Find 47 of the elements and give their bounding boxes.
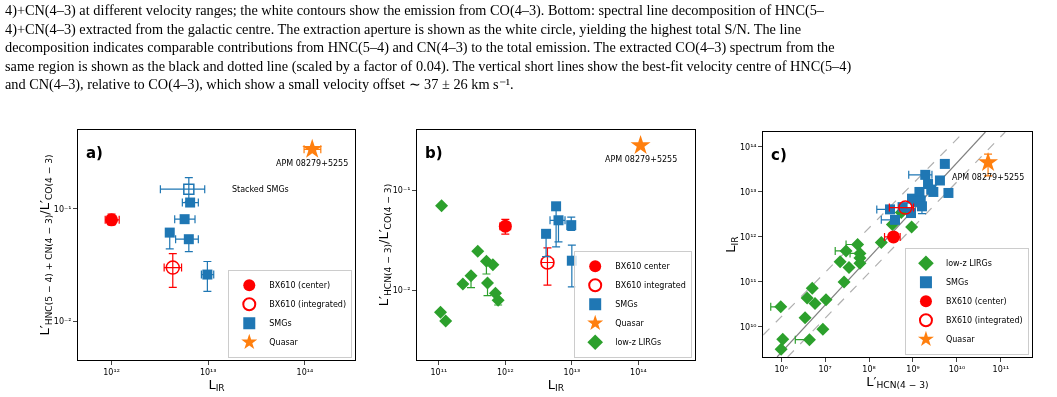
legend-label: Quasar bbox=[615, 319, 645, 329]
annotation: a) bbox=[86, 144, 103, 162]
legend-label: BX610 center bbox=[615, 262, 671, 272]
x-tick-label: 10¹⁴ bbox=[296, 367, 314, 377]
legend-label: low-z LIRGs bbox=[615, 338, 662, 348]
x-tick-label: 10¹² bbox=[103, 367, 120, 377]
legend-label: SMGs bbox=[945, 278, 969, 288]
x-tick-label: 10¹¹ bbox=[430, 367, 448, 377]
y-tick-label: 10¹⁰ bbox=[739, 322, 757, 332]
legend-label: Quasar bbox=[269, 338, 299, 348]
annotation: APM 08279+5255 bbox=[605, 155, 678, 164]
y-tick-label: 10¹¹ bbox=[739, 277, 757, 287]
x-tick-label: 10¹⁰ bbox=[948, 364, 966, 374]
annotation: c) bbox=[771, 146, 787, 164]
x-axis-title: L$_{IR}$ bbox=[547, 376, 565, 394]
y-tick-label: 10⁻¹ bbox=[392, 185, 411, 195]
x-tick-label: 10¹¹ bbox=[992, 364, 1010, 374]
x-tick-label: 10¹² bbox=[497, 367, 514, 377]
annotation: APM 08279+5255 bbox=[952, 173, 1025, 182]
x-tick-label: 10¹⁴ bbox=[630, 367, 647, 377]
y-tick-label: 10¹⁴ bbox=[739, 142, 757, 152]
y-tick-label: 10¹³ bbox=[739, 187, 757, 197]
annotation: b) bbox=[425, 144, 443, 162]
legend-label: BX610 (center) bbox=[945, 297, 1007, 307]
y-tick-label: 10¹² bbox=[739, 232, 757, 242]
legend-label: SMGs bbox=[615, 300, 638, 310]
annotation: Stacked SMGs bbox=[232, 185, 289, 194]
x-tick-label: 10⁷ bbox=[818, 364, 832, 374]
x-axis-title: L′$_{HCN(4 − 3)}$ bbox=[866, 373, 929, 391]
x-tick-label: 10⁶ bbox=[774, 364, 788, 374]
legend-label: BX610 (integrated) bbox=[269, 300, 347, 310]
legend-label: SMGs bbox=[269, 319, 292, 329]
legend-label: BX610 integrated bbox=[615, 281, 686, 291]
text: 4)+CN(4–3) at different velocity ranges; the white contours show the emission from CO(4–3). Bottom: spectral line decomposition of HNC(5– 4)+CN(4–3) extracted from the galactic centre. The extraction aperture is shown as the white circle, yielding the highest total S/N. The line decomposition indicates comparable contributions from HNC(5–4) and CN(4–3) to the total emission. The extracted CO(4–3) spectrum from the same region is shown as the black and dotted line (scaled by a factor of 0.04). The vertical short lines show the best-fit velocity centre of HNC(5–4) and CN(4–3), relative to CO(4–3), which show a small velocity offset ∼ 37 ± 26 km s⁻¹. bbox=[5, 2, 852, 94]
y-tick-label: 10⁻² bbox=[392, 285, 411, 295]
annotation: APM 08279+5255 bbox=[276, 159, 349, 168]
x-tick-label: 10¹³ bbox=[199, 367, 217, 377]
legend-label: low-z LIRGs bbox=[945, 259, 992, 269]
y-tick-label: 10⁻¹ bbox=[53, 204, 72, 214]
x-tick-label: 10⁸ bbox=[862, 364, 876, 374]
legend-label: BX610 (integrated) bbox=[945, 316, 1023, 326]
x-axis-title: L$_{IR}$ bbox=[208, 376, 226, 394]
x-tick-label: 10¹³ bbox=[563, 367, 581, 377]
y-tick-label: 10⁻² bbox=[53, 316, 72, 326]
legend-label: BX610 (center) bbox=[269, 281, 331, 291]
legend-label: Quasar bbox=[945, 335, 976, 345]
x-tick-label: 10⁹ bbox=[906, 364, 920, 374]
